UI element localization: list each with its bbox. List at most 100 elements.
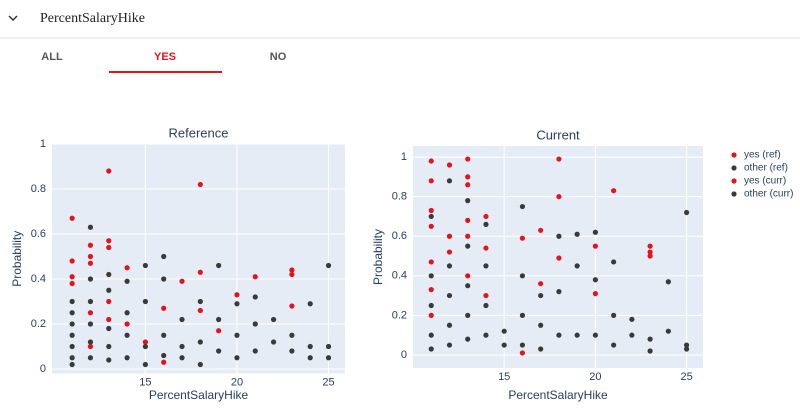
point <box>683 209 690 216</box>
point <box>87 276 94 282</box>
point <box>647 243 653 249</box>
point <box>161 352 167 359</box>
point <box>428 178 434 184</box>
y-tick-label: 0.6 <box>31 228 46 240</box>
point <box>325 343 332 350</box>
legend-marker <box>731 178 737 184</box>
y-tick-label: 1 <box>401 151 407 163</box>
point <box>465 182 471 188</box>
tab[interactable]: NO <box>270 51 287 63</box>
point <box>647 336 653 342</box>
point <box>647 253 653 259</box>
legend-label: yes (curr) <box>744 176 786 187</box>
point <box>252 274 258 280</box>
point <box>446 178 453 184</box>
point <box>161 276 167 282</box>
x-tick-label: 15 <box>498 371 510 383</box>
point <box>124 332 130 338</box>
point <box>69 274 75 280</box>
point <box>519 342 526 348</box>
x-tick-label: 25 <box>680 371 692 383</box>
point <box>142 262 148 269</box>
point <box>234 355 240 361</box>
point <box>234 332 240 338</box>
point <box>307 355 313 361</box>
point <box>465 336 471 342</box>
point <box>106 357 112 363</box>
point <box>106 287 112 293</box>
point <box>69 321 75 327</box>
point <box>252 294 258 300</box>
point <box>216 262 222 269</box>
point <box>270 316 277 323</box>
x-axis-title: PercentSalaryHike <box>149 388 249 402</box>
point <box>87 260 94 266</box>
point <box>87 343 94 350</box>
point <box>69 332 75 338</box>
point <box>428 207 434 214</box>
point <box>161 332 167 338</box>
point <box>465 243 471 249</box>
point <box>216 348 222 354</box>
tab-active[interactable]: YES <box>154 51 176 63</box>
point <box>87 224 94 230</box>
y-tick-label: 0 <box>40 363 46 375</box>
point <box>106 244 112 251</box>
point <box>428 332 434 338</box>
point <box>124 321 130 327</box>
point <box>289 332 295 338</box>
point <box>519 273 526 279</box>
point <box>124 278 130 284</box>
point <box>428 302 434 309</box>
point <box>307 343 313 350</box>
point <box>87 321 94 327</box>
point <box>519 203 526 210</box>
point <box>665 328 671 334</box>
point <box>446 322 453 328</box>
point <box>234 301 240 307</box>
y-axis-title: Probability <box>371 229 385 285</box>
point <box>87 298 94 305</box>
point <box>87 355 94 361</box>
point <box>538 281 544 287</box>
point <box>592 332 598 338</box>
point <box>428 312 434 318</box>
point <box>446 292 453 299</box>
point <box>428 213 434 220</box>
point <box>142 298 148 305</box>
point <box>556 194 562 200</box>
point <box>465 156 471 162</box>
point <box>161 305 167 311</box>
point <box>611 259 617 265</box>
point <box>216 328 222 334</box>
point <box>428 223 434 229</box>
point <box>483 292 489 299</box>
tab[interactable]: ALL <box>41 51 63 63</box>
point <box>556 233 562 239</box>
chart-title: Reference <box>169 125 229 140</box>
x-axis-title: PercentSalaryHike <box>508 388 608 402</box>
point <box>87 339 94 345</box>
point <box>289 303 295 309</box>
collapse-chevron[interactable] <box>8 15 18 22</box>
point <box>289 267 295 273</box>
point <box>197 181 203 188</box>
point <box>87 310 94 316</box>
point <box>592 277 598 283</box>
point <box>179 355 185 361</box>
point <box>465 217 471 223</box>
point <box>179 343 185 350</box>
point <box>574 332 580 338</box>
point <box>683 342 690 348</box>
legend-label: other (ref) <box>744 163 788 174</box>
y-tick-label: 0.4 <box>31 273 46 285</box>
point <box>87 253 94 260</box>
point <box>179 278 185 284</box>
point <box>611 188 617 194</box>
point <box>647 249 653 255</box>
x-tick-label: 20 <box>589 371 601 383</box>
point <box>69 280 75 287</box>
point <box>647 348 653 354</box>
point <box>87 242 94 248</box>
point <box>106 168 112 174</box>
